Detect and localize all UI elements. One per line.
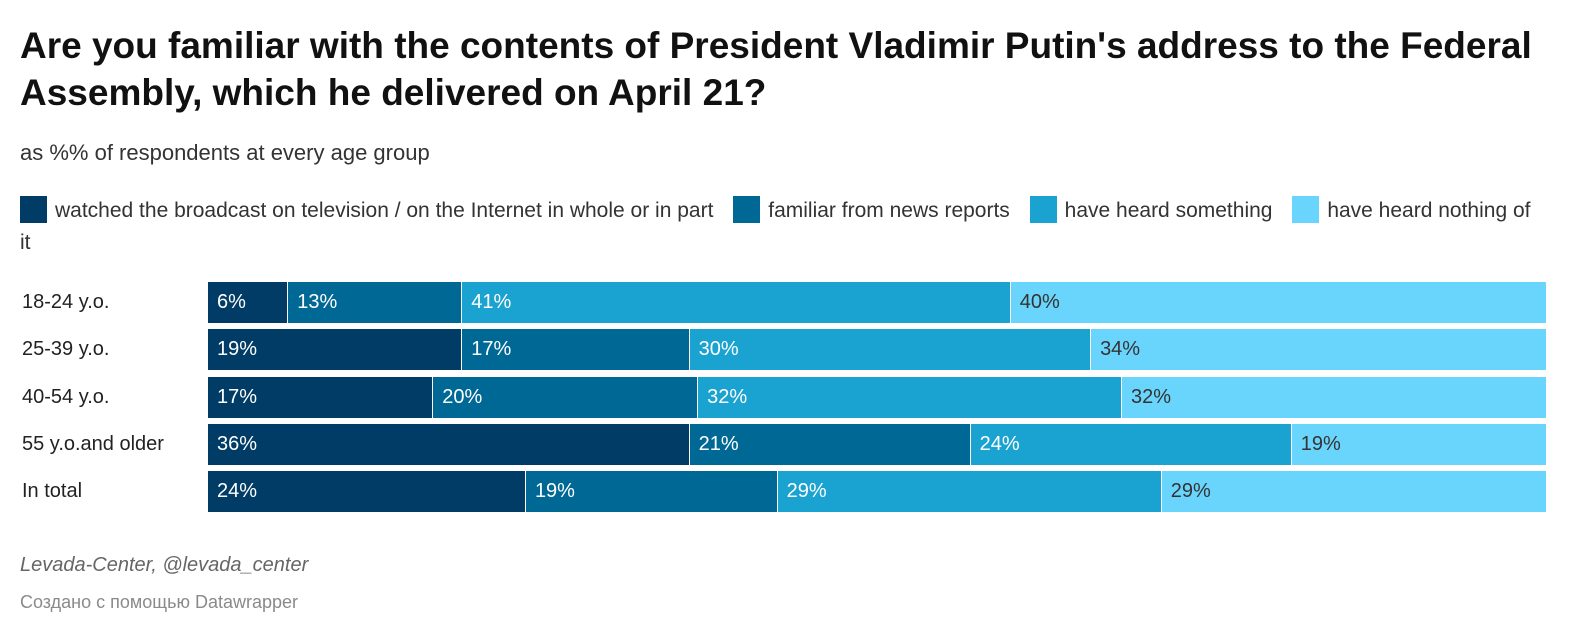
legend-swatch [733, 196, 761, 223]
data-label: 29% [1170, 480, 1211, 503]
data-label: 17% [217, 385, 258, 408]
legend-swatch [1029, 196, 1057, 223]
bar-segment: 17% [462, 329, 690, 371]
data-label: 19% [534, 480, 575, 503]
bar-segment: 13% [288, 282, 463, 323]
data-label: 20% [442, 385, 483, 408]
data-label: 19% [1300, 432, 1341, 455]
bar-segment: 41% [462, 282, 1011, 323]
data-label: 13% [297, 291, 338, 313]
bar-row: 55 y.o.and older 36% 21% 24% 19% [20, 423, 1546, 465]
bar-segment: 29% [777, 471, 1162, 513]
stacked-bar: 17% 20% 32% 32% [208, 376, 1546, 418]
bar-segment: 6% [208, 282, 289, 323]
bar-segment: 29% [1161, 471, 1546, 513]
bar-segment: 34% [1091, 329, 1546, 371]
data-label: 17% [471, 338, 512, 361]
data-label: 6% [217, 291, 246, 313]
category-label: 25-39 y.o. [22, 338, 110, 361]
bar-segment: 24% [970, 423, 1292, 465]
data-label: 30% [698, 338, 739, 361]
data-label: 29% [786, 480, 827, 503]
legend-item: watched the broadcast on television / on… [20, 196, 714, 223]
stacked-bar: 19% 17% 30% 34% [208, 329, 1546, 371]
bar-segment: 36% [208, 423, 690, 465]
chart-subtitle: as %% of respondents at every age group [20, 140, 430, 165]
category-label: In total [22, 480, 83, 503]
bar-segment: 40% [1010, 282, 1546, 323]
legend-item: have heard something [1029, 196, 1273, 223]
data-label: 19% [217, 338, 258, 361]
bar-row: In total 24% 19% 29% 29% [20, 471, 1546, 513]
data-label: 34% [1100, 338, 1141, 361]
legend-item: have heard nothing of it [20, 196, 1531, 254]
bar-segment: 19% [208, 329, 463, 371]
data-label: 36% [217, 432, 258, 455]
legend-item: familiar from news reports [733, 196, 1010, 223]
bar-segment: 24% [208, 471, 526, 513]
bar-row: 18-24 y.o. 6% 13% 41% 40% [20, 282, 1546, 323]
bar-segment: 17% [208, 376, 434, 418]
data-label: 41% [471, 291, 512, 313]
legend-label: have heard something [1064, 199, 1273, 222]
data-label: 24% [979, 432, 1020, 455]
bar-segment: 32% [1122, 376, 1546, 418]
legend-label: have heard nothing of it [20, 199, 1531, 254]
bar-segment: 32% [698, 376, 1123, 418]
bar-segment: 19% [1291, 423, 1546, 465]
bar-segment: 30% [689, 329, 1092, 371]
bar-row: 25-39 y.o. 19% 17% 30% 34% [20, 329, 1546, 371]
bar-segment: 19% [525, 471, 778, 513]
credit-link[interactable]: Создано с помощью Datawrapper [20, 592, 299, 612]
source-note: Levada-Center, @levada_center [20, 554, 309, 576]
stacked-bar: 6% 13% 41% 40% [208, 282, 1546, 323]
bar-segment: 20% [433, 376, 699, 418]
legend-swatch [20, 196, 47, 223]
legend: watched the broadcast on television / on… [20, 195, 1560, 259]
stacked-bar: 36% 21% 24% 19% [208, 423, 1546, 465]
legend-label: watched the broadcast on television / on… [55, 199, 714, 222]
bar-segment: 21% [689, 423, 971, 465]
data-label: 40% [1019, 291, 1060, 313]
legend-label: familiar from news reports [768, 199, 1010, 222]
category-label: 40-54 y.o. [22, 385, 110, 408]
bar-row: 40-54 y.o. 17% 20% 32% 32% [20, 376, 1546, 418]
legend-swatch [1292, 196, 1320, 223]
category-label: 18-24 y.o. [22, 291, 110, 313]
data-label: 32% [707, 385, 748, 408]
stacked-bar: 24% 19% 29% 29% [208, 471, 1546, 513]
category-label: 55 y.o.and older [22, 432, 164, 455]
data-label: 24% [217, 480, 258, 503]
data-label: 21% [698, 432, 739, 455]
chart-title: Are you familiar with the contents of Pr… [20, 25, 1532, 113]
data-label: 32% [1131, 385, 1172, 408]
